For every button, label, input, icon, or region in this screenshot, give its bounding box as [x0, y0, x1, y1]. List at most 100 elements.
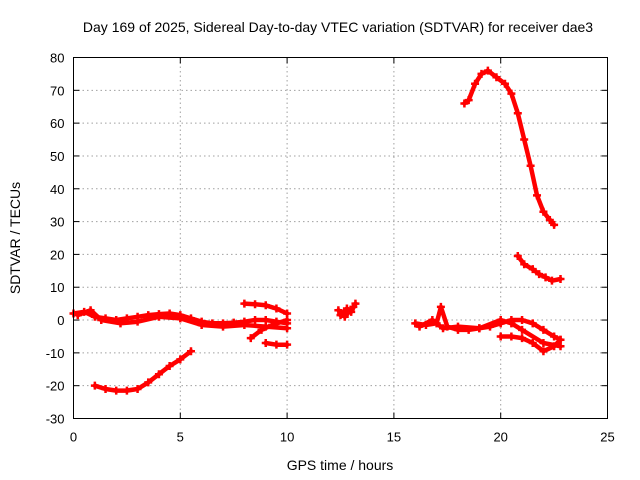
- data-point: [436, 302, 445, 311]
- data-point: [500, 79, 509, 88]
- data-point: [556, 335, 565, 344]
- data-point: [541, 273, 550, 282]
- data-point: [133, 384, 142, 393]
- plot-frame: [73, 57, 608, 419]
- data-point: [520, 135, 529, 144]
- series-line: [248, 317, 290, 341]
- data-point: [251, 300, 260, 309]
- data-point: [550, 342, 559, 351]
- data-point: [176, 314, 185, 323]
- data-point: [492, 73, 501, 82]
- y-tick-label: 70: [50, 83, 64, 98]
- data-point: [334, 306, 343, 315]
- x-tick-label: 5: [177, 430, 184, 445]
- data-point: [122, 386, 131, 395]
- x-tick-label: 25: [600, 430, 614, 445]
- data-point: [460, 99, 469, 108]
- data-point: [539, 207, 548, 216]
- axis-ticks: 0 5 10 15 20 25 -30 -20 -10 0 10 20 30 40 50 60 70 80: [46, 51, 615, 445]
- data-point: [518, 316, 527, 325]
- data-point: [90, 381, 99, 390]
- series-line: [417, 317, 563, 349]
- data-point: [539, 347, 548, 356]
- y-tick-label: 20: [50, 247, 64, 262]
- grid: [73, 57, 608, 419]
- data-point: [545, 215, 554, 224]
- data-point: [526, 161, 535, 170]
- data-point: [439, 324, 448, 333]
- data-point: [257, 325, 266, 334]
- y-axis-label: SDTVAR / TECUs: [7, 182, 23, 294]
- data-point: [556, 275, 565, 284]
- data-point: [428, 316, 437, 325]
- x-tick-label: 15: [387, 430, 401, 445]
- data-point: [246, 334, 255, 343]
- data-point: [340, 312, 349, 321]
- data-point: [507, 319, 516, 328]
- data-point: [251, 316, 260, 325]
- y-tick-label: 30: [50, 215, 64, 230]
- data-point: [97, 316, 106, 325]
- y-tick-label: -20: [46, 379, 65, 394]
- data-point: [165, 361, 174, 370]
- y-tick-label: -10: [46, 346, 65, 361]
- data-point: [154, 370, 163, 379]
- data-point: [507, 332, 516, 341]
- x-tick-label: 20: [493, 430, 507, 445]
- data-point: [528, 319, 537, 328]
- data-point: [272, 340, 281, 349]
- data-point: [528, 265, 537, 274]
- x-tick-label: 0: [70, 430, 77, 445]
- data-point: [283, 340, 292, 349]
- data-point: [283, 324, 292, 333]
- data-point: [144, 378, 153, 387]
- data-point: [453, 322, 462, 331]
- data-point: [496, 332, 505, 341]
- y-tick-label: 80: [50, 51, 64, 66]
- data-point: [240, 320, 249, 329]
- data-point: [477, 69, 486, 78]
- data-point: [483, 66, 492, 75]
- data-point: [197, 320, 206, 329]
- data-point: [496, 316, 505, 325]
- y-tick-label: 0: [57, 313, 64, 328]
- data-point: [513, 109, 522, 118]
- data-point: [116, 319, 125, 328]
- data-point: [219, 322, 228, 331]
- data-point: [240, 299, 249, 308]
- data-point: [176, 355, 185, 364]
- data-point: [475, 324, 484, 333]
- chart-title: Day 169 of 2025, Sidereal Day-to-day VTE…: [83, 19, 593, 35]
- data-point: [186, 347, 195, 356]
- x-axis-label: GPS time / hours: [287, 457, 394, 473]
- data-point: [261, 339, 270, 348]
- data-point: [73, 311, 82, 320]
- data-point: [272, 304, 281, 313]
- data-point: [533, 191, 542, 200]
- x-tick-label: 10: [280, 430, 294, 445]
- data-point: [415, 322, 424, 331]
- data-point: [261, 301, 270, 310]
- data-point: [528, 339, 537, 348]
- data-point: [154, 312, 163, 321]
- data-point: [507, 89, 516, 98]
- data-point: [283, 316, 292, 325]
- data-series: [69, 66, 565, 395]
- data-point: [539, 325, 548, 334]
- y-tick-label: 60: [50, 116, 64, 131]
- data-point: [518, 334, 527, 343]
- data-point: [101, 384, 110, 393]
- data-point: [535, 270, 544, 279]
- data-point: [464, 96, 473, 105]
- data-point: [550, 220, 559, 229]
- series-line: [92, 348, 194, 393]
- data-point: [411, 319, 420, 328]
- data-point: [518, 325, 527, 334]
- data-point: [550, 332, 559, 341]
- data-point: [86, 306, 95, 315]
- data-point: [268, 320, 277, 329]
- data-point: [513, 252, 522, 261]
- y-tick-label: 10: [50, 280, 64, 295]
- y-tick-label: -30: [46, 412, 65, 427]
